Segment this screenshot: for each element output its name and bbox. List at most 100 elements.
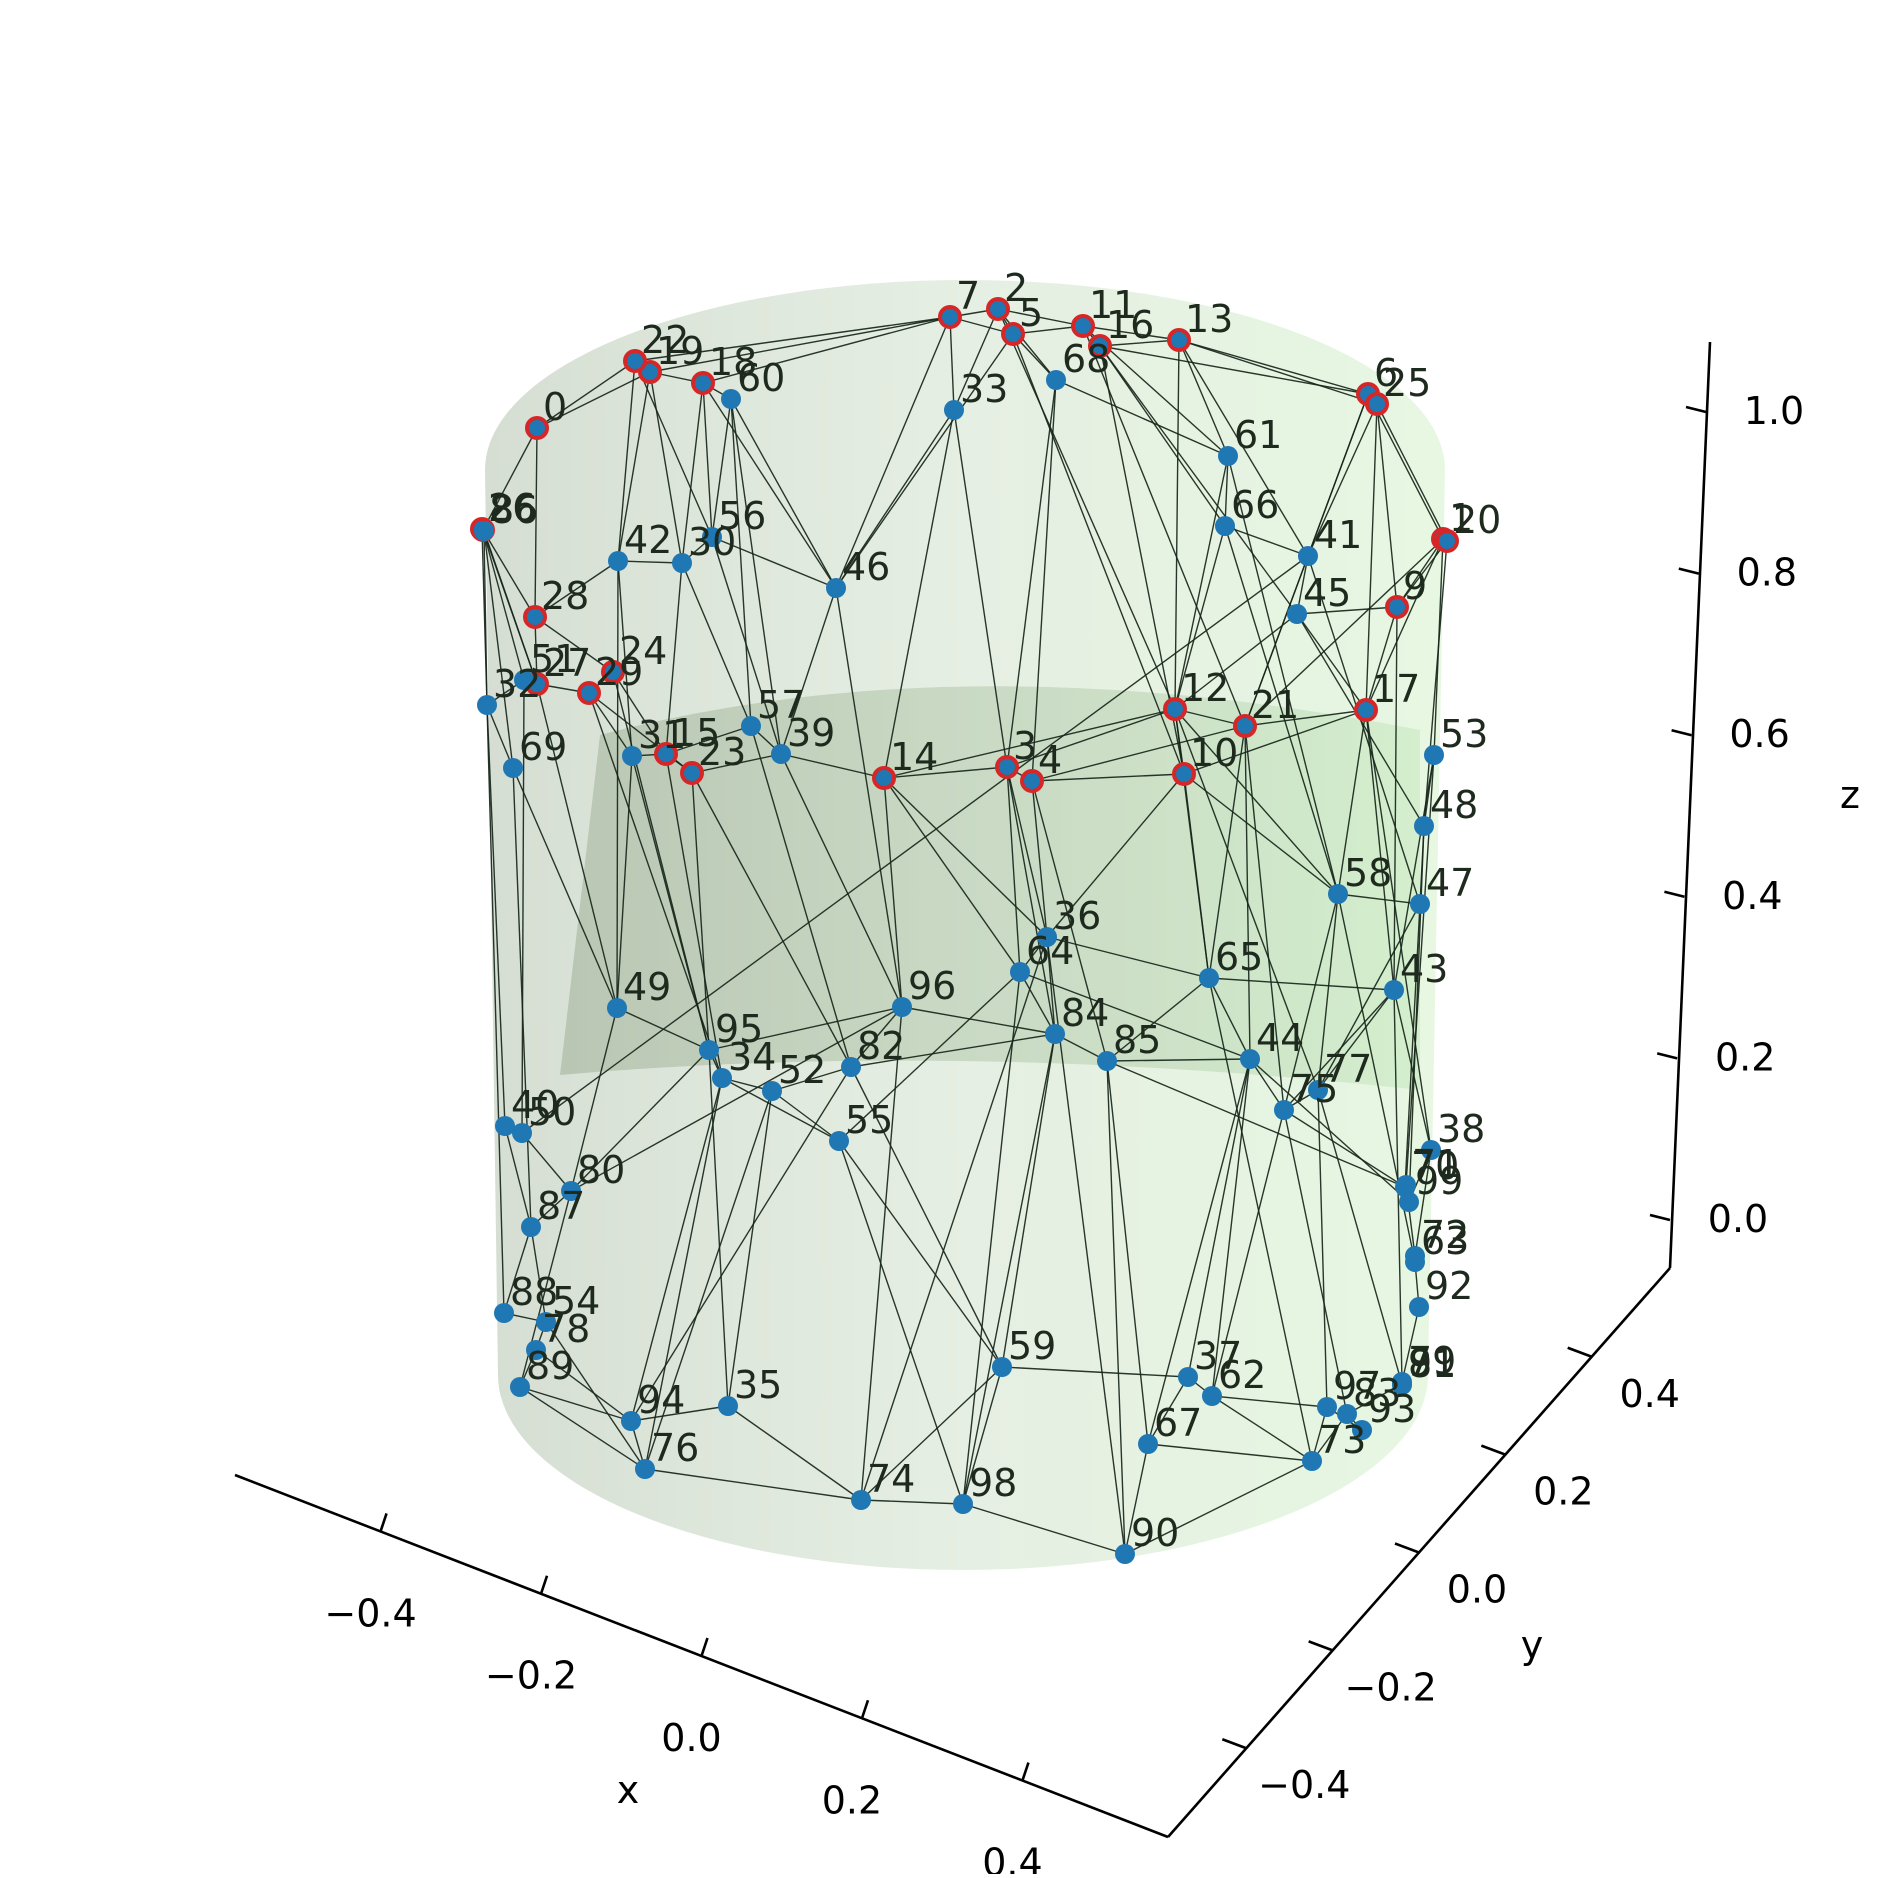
graph-edge <box>1106 1060 1406 1188</box>
interior-point <box>1298 546 1318 566</box>
point-label: 20 <box>1453 498 1501 542</box>
graph-edge <box>1317 1089 1403 1385</box>
graph-edge <box>1414 1149 1432 1257</box>
graph-edge <box>530 1226 547 1323</box>
point-label: 49 <box>623 965 671 1009</box>
interior-point <box>1115 1544 1135 1564</box>
graph-edge <box>730 398 782 755</box>
graph-edge <box>1244 725 1285 1111</box>
point-label: 39 <box>787 711 835 755</box>
point-label: 72 <box>1421 1213 1469 1257</box>
point-label: 71 <box>1412 1142 1460 1186</box>
graph-edge <box>1174 613 1298 710</box>
point-label: 29 <box>595 650 643 694</box>
point-label: 27 <box>543 641 591 685</box>
point-label: 73 <box>1318 1418 1366 1462</box>
graph-edge <box>1031 780 1108 1062</box>
graph-edge <box>780 753 885 779</box>
graph-edge <box>962 971 1021 1505</box>
boundary-point <box>680 761 704 785</box>
point-label: 42 <box>624 518 672 562</box>
graph-edge <box>1006 766 1048 938</box>
interior-point <box>829 1131 849 1151</box>
graph-edge <box>681 382 704 564</box>
point-label: 3 <box>1013 724 1037 768</box>
x-tick-mark <box>1021 1762 1030 1781</box>
graph-edge <box>750 725 852 1068</box>
graph-edge <box>665 725 752 755</box>
interior-point <box>1138 1434 1158 1454</box>
graph-edge <box>1317 989 1395 1091</box>
boundary-point <box>523 605 547 629</box>
interior-point <box>514 670 534 690</box>
point-label: 56 <box>718 494 766 538</box>
interior-point <box>1328 884 1348 904</box>
point-label: 50 <box>528 1090 576 1134</box>
boundary-point <box>1071 314 1095 338</box>
point-label: 45 <box>1303 571 1351 615</box>
graph-edge <box>644 1090 773 1470</box>
point-label: 55 <box>845 1098 893 1142</box>
point-label: 19 <box>656 329 704 373</box>
graph-edge <box>630 1066 852 1422</box>
point-label: 15 <box>672 711 720 755</box>
point-label: 52 <box>778 1048 826 1092</box>
graph-edge <box>1337 709 1367 895</box>
graph-edge <box>1001 1366 1189 1378</box>
point-label: 95 <box>715 1007 763 1051</box>
graph-edge <box>681 562 752 727</box>
graph-edge <box>1031 773 1185 782</box>
point-label: 32 <box>493 662 541 706</box>
graph-edge <box>835 409 955 589</box>
point-label: 87 <box>537 1184 585 1228</box>
graph-edge <box>1244 709 1367 727</box>
graph-edge <box>1283 893 1339 1111</box>
boundary-point <box>986 297 1010 321</box>
graph-edge <box>1244 555 1309 727</box>
interior-point <box>851 1490 871 1510</box>
point-label: 44 <box>1256 1016 1304 1060</box>
point-label: 4 <box>1038 738 1062 782</box>
point-label: 77 <box>1324 1047 1372 1091</box>
graph-edge <box>1211 1395 1328 1408</box>
boundary-point <box>1385 595 1409 619</box>
graph-edge <box>1365 606 1398 711</box>
graph-edge <box>616 560 619 1009</box>
point-label: 40 <box>511 1083 559 1127</box>
graph-edge <box>534 427 538 618</box>
graph-edge <box>1337 893 1421 905</box>
graph-edge <box>536 371 651 429</box>
y-tick-mark <box>1567 1346 1593 1358</box>
graph-edge <box>1106 977 1210 1062</box>
point-label: 16 <box>1106 303 1154 347</box>
point-label: 57 <box>757 683 805 727</box>
point-label: 53 <box>1440 712 1488 756</box>
graph-edge <box>1408 825 1425 1203</box>
interior-point <box>672 553 692 573</box>
x-tick-label: 0.2 <box>822 1778 882 1822</box>
graph-edge <box>1124 1443 1149 1555</box>
interior-point <box>635 1459 655 1479</box>
point-label: 88 <box>510 1270 558 1314</box>
graph-edge <box>835 316 951 589</box>
interior-point <box>892 997 912 1017</box>
graph-edge <box>486 704 506 1127</box>
point-label: 34 <box>728 1035 776 1079</box>
boundary-point <box>1163 697 1187 721</box>
graph-edge <box>1099 345 1226 527</box>
interior-point <box>621 1411 641 1431</box>
graph-edge <box>727 1405 862 1501</box>
point-label: 36 <box>1053 894 1101 938</box>
point-label: 41 <box>1314 513 1362 557</box>
graph-edge <box>1147 1058 1251 1445</box>
z-tick-label: 0.8 <box>1737 551 1797 595</box>
graph-edge <box>649 371 683 564</box>
graph-edge <box>1393 606 1398 991</box>
graph-edge <box>850 1006 903 1068</box>
graph-edge <box>1174 525 1226 710</box>
graph-edge <box>617 360 636 562</box>
y-tick-mark <box>1480 1444 1506 1456</box>
graph-edge <box>721 1077 840 1142</box>
x-tick-mark <box>379 1513 388 1532</box>
point-label: 85 <box>1113 1018 1161 1062</box>
